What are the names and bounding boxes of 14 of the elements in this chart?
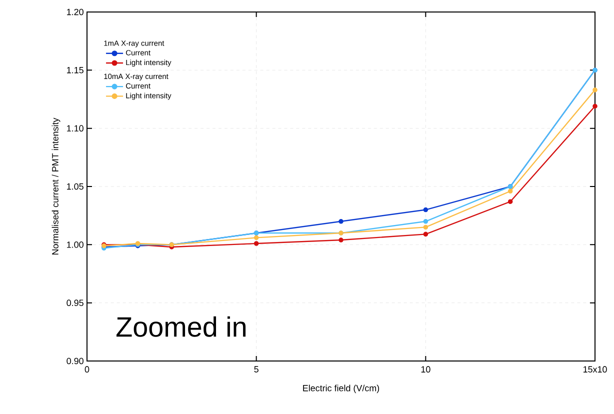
x-axis-title: Electric field (V/cm) [303, 384, 380, 394]
x-tick-label: 5 [254, 366, 258, 372]
x-tick-label: 10 [421, 366, 430, 373]
y-axis-title: Normalised current / PMT intensity [52, 118, 60, 255]
y-tick-label: 1.20 [67, 8, 84, 16]
y-tick-label: 1.05 [67, 183, 84, 190]
y-tick-label: 1.00 [67, 241, 84, 248]
y-tick-label: 1.10 [67, 125, 84, 132]
x-tick-label: 15x10 [583, 366, 607, 373]
y-tick-label: 0.95 [66, 300, 84, 306]
y-tick-label: 0.90 [66, 358, 84, 364]
annotation: Zoomed in [116, 316, 246, 337]
y-tick-label: 1.15 [67, 67, 84, 74]
x-tick-label: 0 [84, 366, 90, 373]
